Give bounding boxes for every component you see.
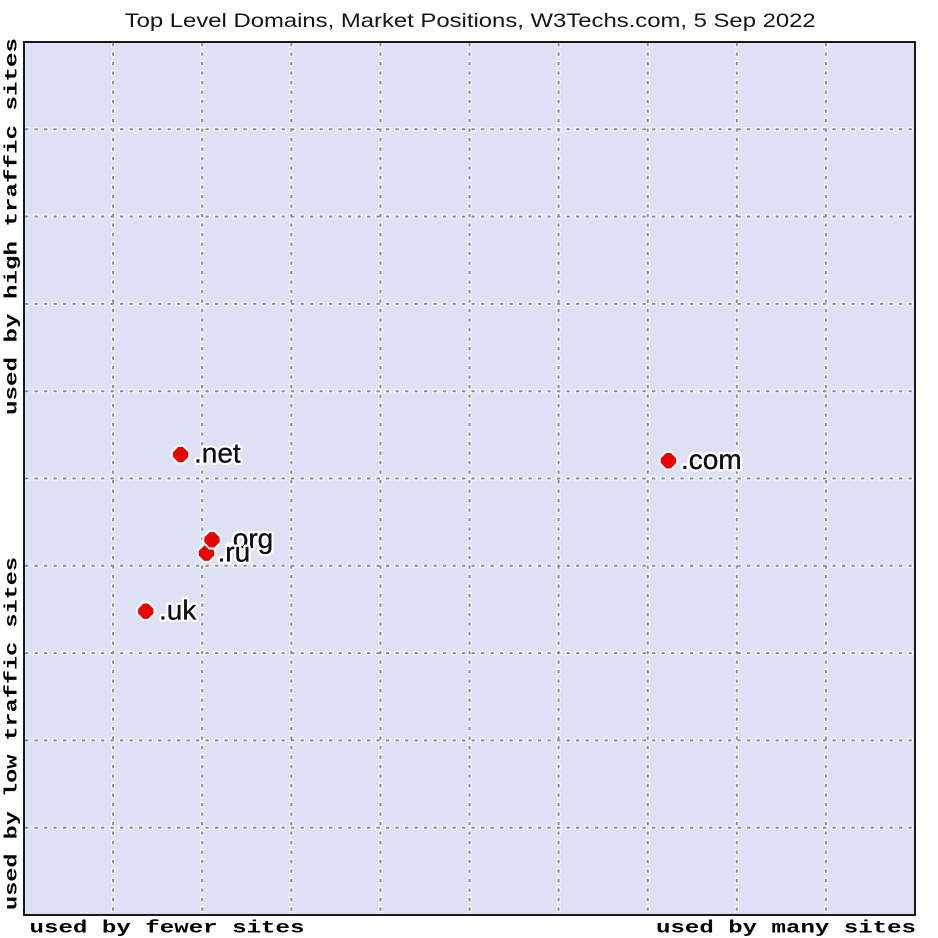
svg-text:.uk: .uk (159, 595, 197, 626)
svg-text:.com: .com (681, 444, 742, 475)
svg-text:used by low traffic sites: used by low traffic sites (3, 557, 23, 910)
svg-text:used by many sites: used by many sites (656, 919, 916, 938)
svg-text:.ru: .ru (218, 537, 251, 568)
svg-text:used by high traffic sites: used by high traffic sites (3, 38, 23, 415)
svg-text:.net: .net (194, 437, 241, 468)
svg-text:Top Level Domains, Market Posi: Top Level Domains, Market Positions, W3T… (125, 10, 816, 32)
svg-text:used by fewer sites: used by fewer sites (30, 919, 305, 938)
svg-text:.org: .org (225, 523, 273, 554)
svg-text:.org: .org (225, 523, 273, 554)
svg-text:.uk: .uk (159, 595, 197, 626)
svg-text:.com: .com (681, 444, 742, 475)
svg-text:.net: .net (194, 437, 241, 468)
